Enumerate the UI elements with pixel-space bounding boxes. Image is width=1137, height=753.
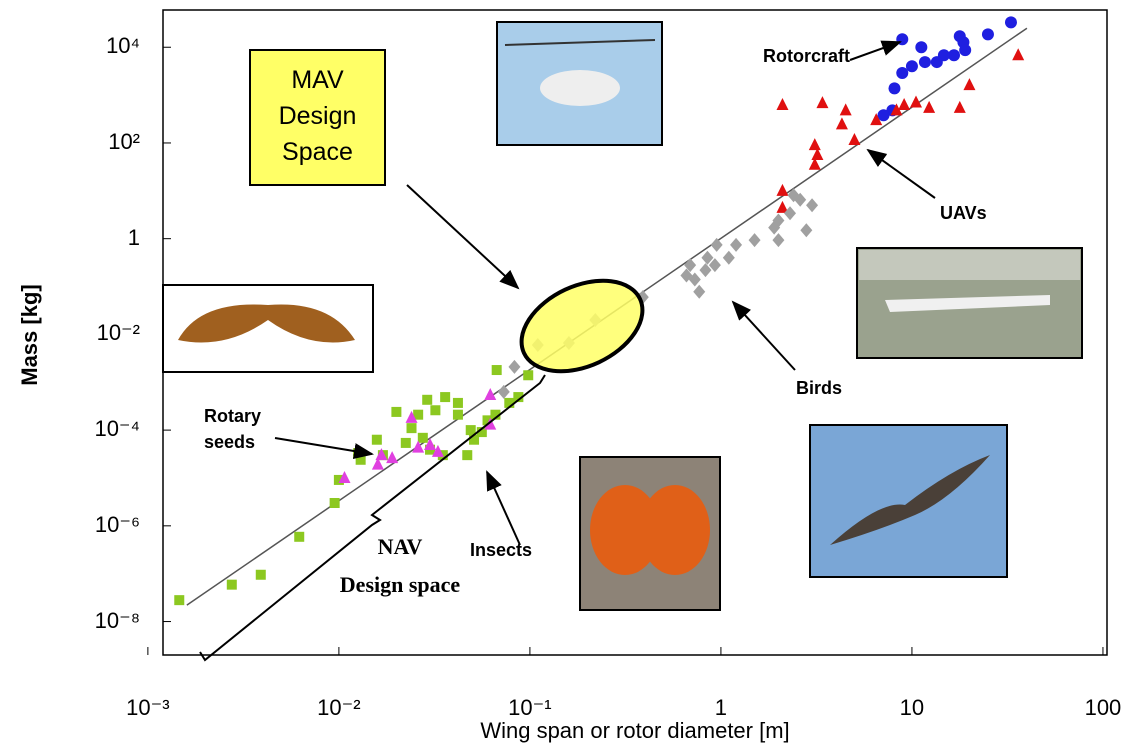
data-point xyxy=(440,392,450,402)
data-point xyxy=(492,365,502,375)
y-tick-label: 10² xyxy=(40,129,140,155)
x-tick-label: 10⁻² xyxy=(279,695,399,721)
data-point xyxy=(453,398,463,408)
data-point xyxy=(401,438,411,448)
data-point xyxy=(407,423,417,433)
data-point xyxy=(418,433,428,443)
data-point xyxy=(959,44,971,56)
data-point xyxy=(954,30,966,42)
y-tick-label: 10⁻⁴ xyxy=(40,416,140,442)
photo-seed xyxy=(163,285,373,372)
photo-bird xyxy=(810,425,1007,577)
annotation: UAVs xyxy=(940,203,987,224)
data-point xyxy=(982,28,994,40)
data-point xyxy=(1005,16,1017,28)
y-tick-label: 10⁻² xyxy=(40,320,140,346)
data-point xyxy=(174,595,184,605)
data-point xyxy=(888,82,900,94)
x-tick-label: 10⁻³ xyxy=(88,695,208,721)
data-point xyxy=(523,370,533,380)
photo-butterfly xyxy=(580,457,720,610)
data-point xyxy=(356,455,366,465)
x-tick-label: 1 xyxy=(661,695,781,721)
photo-drone xyxy=(857,248,1082,358)
y-tick-label: 10⁻⁸ xyxy=(40,608,140,634)
data-point xyxy=(453,410,463,420)
annotation: Rotorcraft xyxy=(763,46,850,67)
mav-label: MAV Design Space xyxy=(250,62,385,170)
data-point xyxy=(906,60,918,72)
data-point xyxy=(256,570,266,580)
x-tick-label: 100 xyxy=(1043,695,1137,721)
nav-label: NAV Design space xyxy=(300,528,500,604)
data-point xyxy=(919,56,931,68)
page: Rotorcraft UAVs Birds Insects Rotary see… xyxy=(0,0,1137,753)
chart xyxy=(0,0,1137,753)
data-point xyxy=(391,407,401,417)
x-tick-label: 10 xyxy=(852,695,972,721)
data-point xyxy=(462,450,472,460)
photo-helicopter xyxy=(497,22,662,145)
y-tick-label: 10⁻⁶ xyxy=(40,512,140,538)
annotation: Birds xyxy=(796,378,842,399)
y-tick-label: 10⁴ xyxy=(40,33,140,59)
data-point xyxy=(915,41,927,53)
data-point xyxy=(372,435,382,445)
data-point xyxy=(227,580,237,590)
data-point xyxy=(896,67,908,79)
x-tick-label: 10⁻¹ xyxy=(470,695,590,721)
data-point xyxy=(931,56,943,68)
y-tick-label: 1 xyxy=(40,225,140,251)
x-axis-label: Wing span or rotor diameter [m] xyxy=(163,718,1107,744)
data-point xyxy=(422,395,432,405)
data-point xyxy=(330,498,340,508)
annotation: Rotary seeds xyxy=(204,403,261,455)
data-point xyxy=(430,405,440,415)
